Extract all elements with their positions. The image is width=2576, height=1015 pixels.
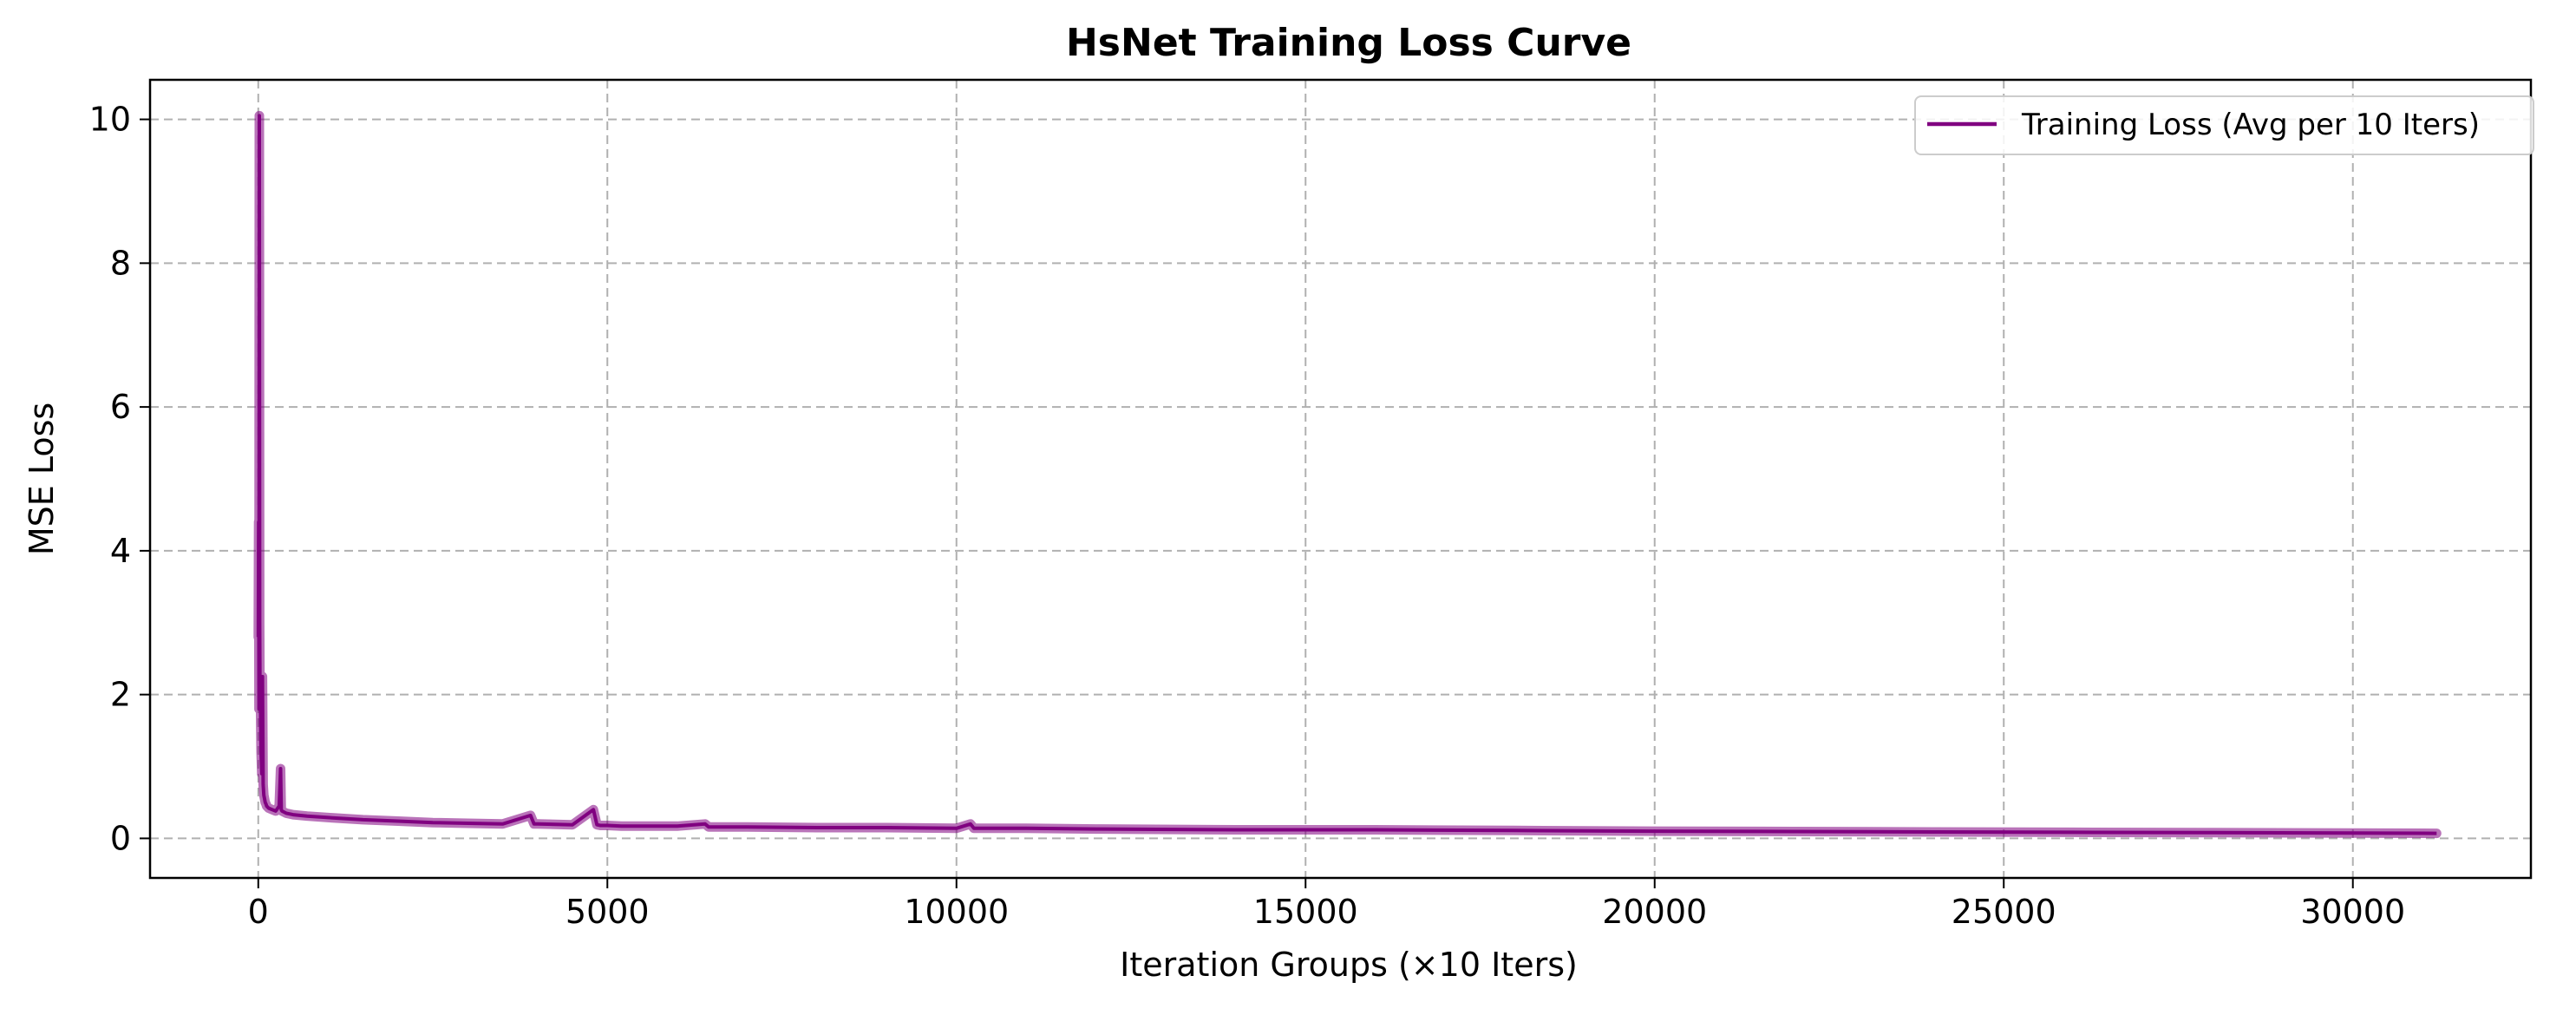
x-tick-label: 5000 — [566, 893, 650, 931]
legend: Training Loss (Avg per 10 Iters) — [1914, 95, 2534, 155]
x-axis-label: Iteration Groups (×10 Iters) — [1120, 946, 1578, 984]
y-axis-ticks: 0 2 4 6 8 10 — [89, 101, 150, 857]
x-axis-ticks: 0 5000 10000 15000 20000 25000 30000 — [248, 878, 2405, 931]
series-line-0 — [256, 114, 2437, 835]
axes-frame — [148, 78, 2533, 880]
x-tick-label: 10000 — [904, 893, 1009, 931]
x-tick-label: 0 — [248, 893, 269, 931]
series-layer — [253, 110, 2442, 839]
x-tick-label: 30000 — [2300, 893, 2405, 931]
legend-box — [1914, 95, 2534, 155]
y-tick-label: 10 — [89, 101, 131, 139]
y-tick-label: 6 — [110, 388, 131, 426]
y-tick-label: 2 — [110, 676, 131, 714]
x-tick-label: 25000 — [1952, 893, 2056, 931]
x-tick-label: 20000 — [1602, 893, 1707, 931]
x-tick-label: 15000 — [1253, 893, 1358, 931]
y-tick-label: 4 — [110, 532, 131, 570]
chart-title: HsNet Training Loss Curve — [1066, 21, 1631, 65]
y-axis-label: MSE Loss — [23, 403, 61, 555]
legend-label: Training Loss (Avg per 10 Iters) — [2021, 108, 2480, 142]
y-tick-label: 0 — [110, 819, 131, 857]
y-tick-label: 8 — [110, 244, 131, 282]
